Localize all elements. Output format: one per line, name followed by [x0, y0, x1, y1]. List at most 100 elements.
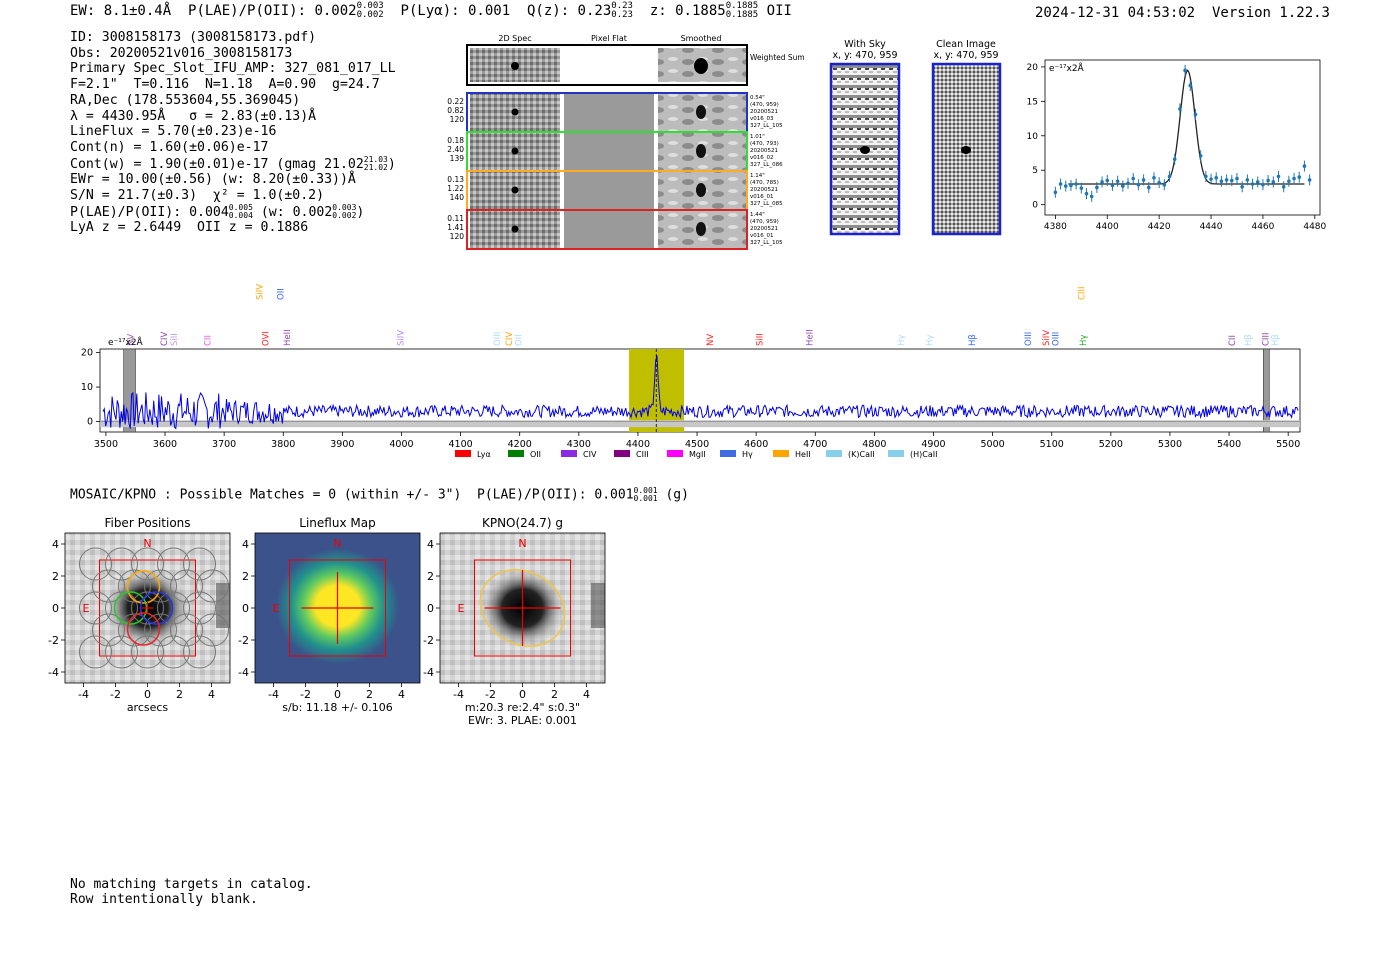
zoom-xtick: 4460 — [1251, 222, 1274, 232]
line-label-text: SiIV — [1042, 330, 1052, 346]
timestamp: 2024-12-31 04:53:02 — [1034, 5, 1196, 21]
line-label-text: Hγ — [1079, 335, 1089, 346]
panel-xtick: -4 — [78, 688, 89, 701]
data-point — [1235, 176, 1239, 181]
fiber-circle — [105, 547, 138, 581]
panel-xtick: 2 — [366, 688, 373, 701]
line-label: OII — [515, 334, 525, 346]
plae2-lo: 0.004 — [228, 210, 253, 220]
legend-label: HeII — [795, 450, 811, 459]
info-plae: P(LAE)/P(OII): 0.0040.005 0.004 (w: 0.002… — [70, 202, 396, 221]
panel-xtick: -4 — [453, 688, 464, 701]
data-point — [1115, 179, 1120, 184]
image-panel: Fiber Positions N E -4 -4 -2 -2 0 0 2 2 4 4 arcsecs — [48, 516, 231, 714]
zoom-xtick: 4480 — [1303, 222, 1326, 232]
line-label: OIII — [1024, 332, 1034, 346]
data-point — [1136, 182, 1141, 187]
line-label: CIII — [1262, 333, 1272, 346]
aperture-ellipse — [479, 569, 566, 647]
cutout-row-right-value: 20200521 — [750, 148, 778, 154]
contw-hi: 21.03 — [363, 154, 388, 164]
cutout-row-right-value: v016_01 — [750, 233, 774, 239]
line-label: OIII — [1051, 332, 1061, 346]
info-lambda: λ = 4430.95Å σ = 2.83(±0.13)Å — [70, 108, 317, 124]
info-contw: Cont(w) = 1.90(±0.01)e-17 (gmag 21.0221.… — [70, 154, 396, 173]
plae2-w: (w: 0.002 — [252, 204, 333, 220]
data-point — [1271, 180, 1276, 184]
legend-swatch — [561, 450, 577, 457]
panel-ytick: -4 — [48, 666, 59, 679]
info-ewr: EWr = 10.00(±0.56) (w: 8.20(±0.33))Å — [70, 172, 356, 188]
panel-xlabel: s/b: 11.18 +/- 0.106 — [282, 701, 393, 714]
contw-lo: 21.02 — [363, 162, 388, 172]
line-label: NV — [706, 334, 716, 346]
noise-band — [100, 420, 1300, 428]
data-point — [1209, 177, 1213, 181]
data-point — [1172, 157, 1177, 161]
clean-image-coords: x, y: 470, 959 — [933, 50, 998, 61]
data-point — [1250, 182, 1255, 186]
spectrum-xtick: 4200 — [508, 439, 532, 450]
line-label-text: CIV — [160, 332, 170, 346]
fiber-circle — [131, 635, 164, 669]
east-marker: E — [83, 602, 90, 615]
fiber-circle — [92, 613, 125, 647]
data-point — [1074, 182, 1078, 186]
detection-info: ID: 3008158173 (3008158173.pdf) Obs: 202… — [70, 30, 396, 236]
spectrum-xtick: 5100 — [1040, 439, 1064, 450]
fiber-circle — [183, 547, 216, 581]
aperture-box — [99, 559, 196, 657]
panel-xtick: -2 — [110, 688, 121, 701]
line-label-text: CIII — [1262, 333, 1272, 346]
data-point — [1131, 176, 1136, 181]
fiber-circle — [118, 613, 151, 647]
data-point — [1146, 185, 1151, 190]
spectrum-xtick: 3900 — [330, 439, 354, 450]
line-label: SiIV — [256, 284, 266, 300]
line-label-text: OII — [276, 288, 286, 300]
spectrum-xtick: 4800 — [862, 439, 886, 450]
line-label-text: SiIV — [396, 330, 406, 346]
image-panel: Lineflux Map N E -4 -4 -2 -2 0 0 2 2 4 4 s/b: 11.18 +… — [238, 516, 421, 714]
line-label-text: OIII — [493, 332, 503, 346]
data-point — [1266, 178, 1270, 183]
data-point — [1292, 176, 1296, 181]
panel-ytick: 0 — [242, 602, 249, 615]
cutout-row-right-value: v016_03 — [750, 116, 774, 122]
spectrum-xtick: 3600 — [153, 439, 177, 450]
cutout-row-left-value: 0.11 — [447, 214, 464, 223]
panel-ytick: -2 — [48, 634, 59, 647]
fiber-circle — [170, 569, 203, 603]
panel-xtick: -2 — [485, 688, 496, 701]
panel-ytick: -2 — [423, 634, 434, 647]
line-label: NV — [127, 334, 137, 346]
cutout-row-left-value: 0.22 — [447, 97, 464, 106]
panel-xtick: 4 — [398, 688, 405, 701]
legend-swatch — [720, 450, 736, 457]
fiber-circle-blue — [139, 591, 174, 625]
fiber-circle — [105, 635, 138, 669]
fiber-circle — [183, 635, 216, 669]
plae2-end: ) — [356, 204, 365, 220]
weighted-sum-label: Weighted Sum — [750, 53, 805, 62]
legend-label: Hγ — [742, 450, 753, 459]
line-label-text: OII — [515, 334, 525, 346]
col-title-2dspec: 2D Spec — [498, 34, 531, 43]
legend-label: CIII — [636, 450, 649, 459]
ew-value: EW: 8.1±0.4Å — [70, 3, 172, 19]
zoom-xtick: 4420 — [1148, 222, 1171, 232]
north-marker: N — [143, 537, 151, 550]
cutout-row-right-value: 0.54" — [750, 95, 765, 101]
panel-ytick: 2 — [242, 570, 249, 583]
line-label-text: OVI — [262, 331, 272, 346]
line-label-text: HeII — [283, 329, 293, 346]
spectrum-xtick: 4300 — [567, 439, 591, 450]
line-label: OIII — [493, 332, 503, 346]
line-label: OVI — [262, 331, 272, 346]
plae2-w-hi: 0.003 — [332, 202, 357, 212]
legend-swatch — [667, 450, 683, 457]
